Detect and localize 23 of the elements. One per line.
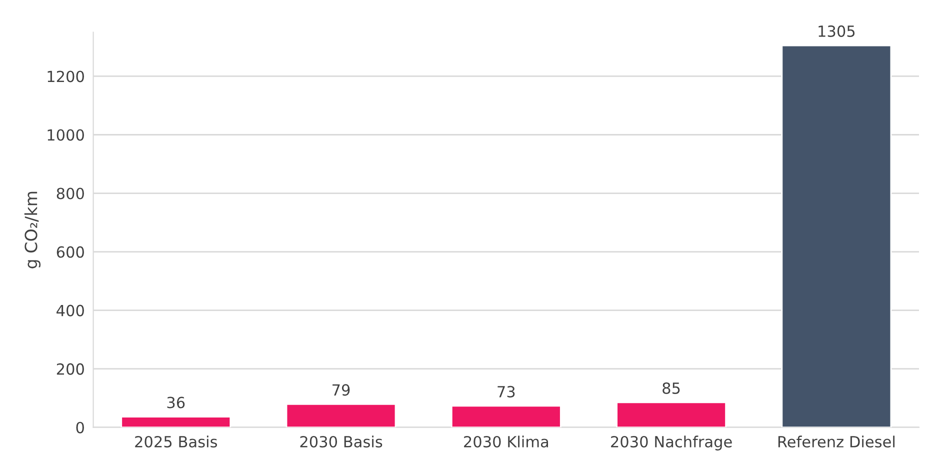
y-tick-label: 800 — [56, 188, 84, 200]
x-tick-label: 2030 Klima — [464, 436, 548, 448]
bar — [120, 416, 232, 428]
y-tick-label: 200 — [56, 363, 84, 375]
data-label: 1305 — [818, 25, 855, 37]
bar — [616, 402, 726, 428]
y-tick-label: 1000 — [48, 129, 84, 141]
y-tick-label: 0 — [76, 422, 84, 434]
y-tick-label: 600 — [56, 246, 84, 258]
data-label: 36 — [167, 396, 185, 408]
bar — [781, 44, 892, 428]
data-label: 79 — [332, 384, 350, 396]
data-label: 85 — [662, 382, 680, 394]
x-tick-label: 2025 Basis — [135, 436, 217, 448]
x-tick-label: 2030 Basis — [300, 436, 382, 448]
bar — [450, 405, 562, 428]
y-axis-title: g CO₂/km — [24, 192, 41, 268]
y-tick-label: 400 — [56, 304, 84, 316]
x-tick-label: Referenz Diesel — [778, 436, 895, 448]
bar — [286, 404, 396, 428]
x-tick-label: 2030 Nachfrage — [611, 436, 732, 450]
data-label: 73 — [498, 386, 515, 398]
y-tick-label: 1200 — [48, 70, 84, 82]
